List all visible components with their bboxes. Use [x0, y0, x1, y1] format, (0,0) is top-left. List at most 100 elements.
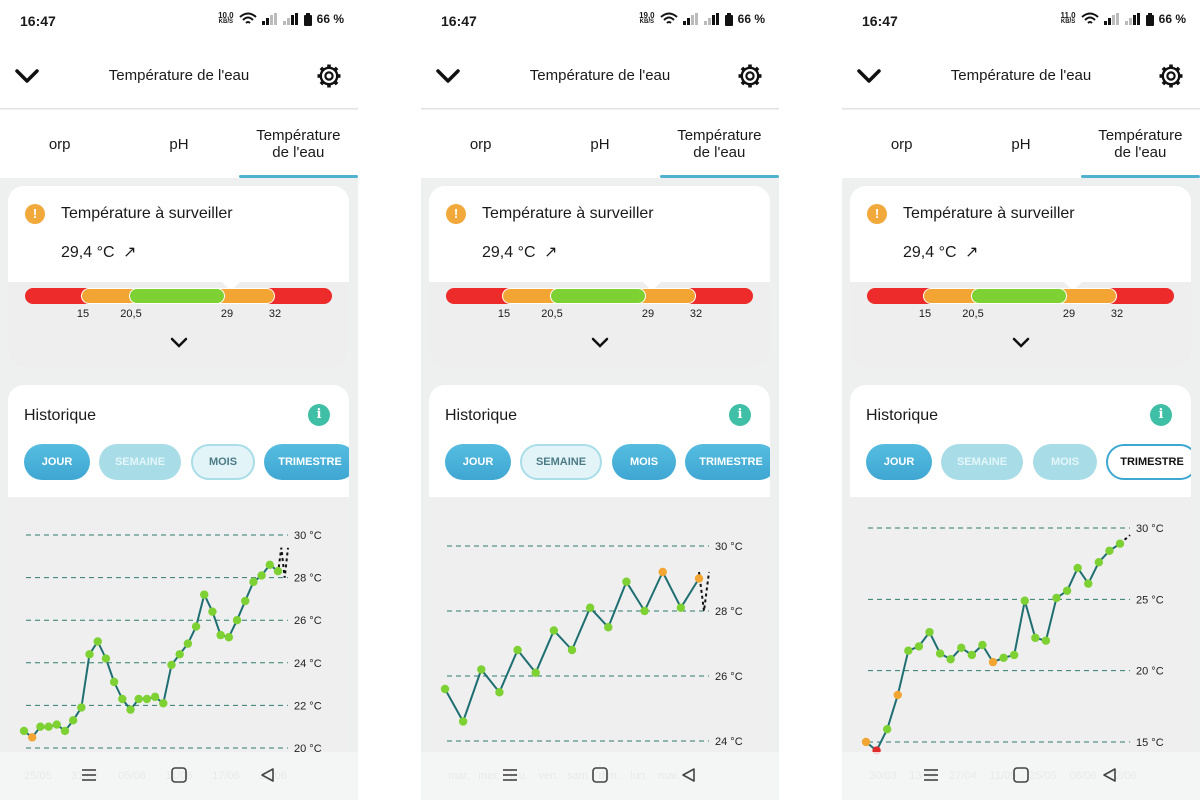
system-nav-bar	[842, 752, 1200, 800]
tab-orp[interactable]: orp	[890, 135, 913, 153]
gear-icon[interactable]	[1158, 63, 1184, 89]
y-tick-label: 24 °C	[715, 736, 743, 748]
period-day-button[interactable]: JOUR	[866, 444, 932, 480]
period-week-button[interactable]: SEMAINE	[941, 444, 1023, 480]
y-tick-label: 30 °C	[294, 530, 322, 542]
period-month-button[interactable]: MOIS	[191, 444, 255, 480]
tab-ph[interactable]: pH	[169, 135, 189, 153]
history-chart: 30 °C28 °C26 °C24 °C22 °C20 °C25/0531/05…	[8, 497, 349, 800]
data-point	[19, 726, 29, 736]
data-point	[101, 654, 111, 663]
period-day-button[interactable]: JOUR	[24, 444, 90, 480]
network-speed-unit: KB/S	[639, 19, 655, 25]
data-point	[676, 603, 686, 612]
range-label-max: 32	[268, 308, 282, 320]
expand-chevron-icon[interactable]	[1012, 336, 1030, 350]
home-icon[interactable]	[591, 767, 609, 783]
data-point	[208, 607, 217, 616]
back-icon[interactable]	[679, 767, 697, 783]
range-label-max: 32	[689, 308, 703, 320]
home-icon[interactable]	[1012, 767, 1030, 783]
status-icons: 10,0 KB/S 66 %	[218, 12, 344, 27]
info-icon[interactable]: i	[308, 404, 330, 426]
temperature-value: 29,4 °C	[903, 244, 957, 261]
info-icon[interactable]: i	[1150, 404, 1172, 426]
phone-screen-week: 16:47 19,0 KB/S 66 %	[421, 0, 779, 800]
tab-water-temperature[interactable]: Température de l'eau	[659, 110, 779, 178]
back-icon[interactable]	[258, 767, 276, 783]
range-bar	[25, 288, 332, 304]
wifi-icon	[238, 12, 257, 24]
home-icon[interactable]	[170, 767, 188, 783]
data-point	[44, 722, 53, 731]
data-point	[585, 603, 595, 612]
data-point	[150, 692, 160, 702]
data-point	[694, 574, 704, 583]
battery-icon	[303, 12, 312, 26]
period-month-button[interactable]: MOIS	[1033, 444, 1097, 480]
y-tick-label: 28 °C	[294, 573, 322, 585]
tab-water-temperature[interactable]: Température de l'eau	[1080, 110, 1200, 178]
status-bar: 16:47 19,0 KB/S 66 %	[421, 0, 779, 44]
tab-orp[interactable]: orp	[469, 135, 492, 153]
period-week-button[interactable]: SEMAINE	[520, 444, 602, 480]
history-card: Historique i JOUR SEMAINE MOIS TRIMESTRE…	[8, 385, 349, 800]
range-ideal-zone	[971, 288, 1067, 304]
tab-orp[interactable]: orp	[48, 135, 71, 153]
recents-icon[interactable]	[922, 767, 940, 783]
expand-chevron-icon[interactable]	[591, 336, 609, 350]
chevron-down-icon[interactable]	[435, 64, 461, 88]
data-point	[232, 616, 242, 625]
y-tick-label: 22 °C	[294, 700, 322, 712]
forecast-line	[698, 571, 710, 612]
warning-icon: !	[867, 204, 887, 224]
data-point	[77, 703, 86, 712]
data-point	[60, 726, 70, 736]
data-point	[224, 633, 234, 642]
data-point	[1115, 539, 1125, 548]
data-point	[988, 657, 998, 667]
chevron-down-icon[interactable]	[856, 64, 882, 88]
period-quarter-button[interactable]: TRIMESTRE	[685, 444, 770, 480]
period-week-button[interactable]: SEMAINE	[99, 444, 181, 480]
data-point	[604, 623, 613, 632]
range-ideal-zone	[550, 288, 646, 304]
gear-icon[interactable]	[737, 63, 763, 89]
expand-chevron-icon[interactable]	[170, 336, 188, 350]
info-icon[interactable]: i	[729, 404, 751, 426]
recents-icon[interactable]	[80, 767, 98, 783]
gear-icon[interactable]	[316, 63, 342, 89]
tab-ph[interactable]: pH	[1011, 135, 1031, 153]
data-point	[914, 642, 924, 651]
status-icons: 19,0 KB/S 66 %	[639, 12, 765, 27]
period-quarter-button[interactable]: TRIMESTRE	[1106, 444, 1191, 480]
data-point	[200, 590, 209, 599]
chevron-down-icon[interactable]	[14, 64, 40, 88]
value-pointer	[221, 281, 241, 291]
warning-icon: !	[446, 204, 466, 224]
status-summary: ! Température à surveiller 29,4 °C ↗	[850, 186, 1191, 282]
back-icon[interactable]	[1100, 767, 1118, 783]
data-point	[1041, 636, 1051, 645]
data-point	[27, 733, 37, 742]
data-point	[1073, 563, 1082, 573]
data-point	[999, 653, 1008, 663]
data-point	[1009, 650, 1019, 660]
temperature-value: 29,4 °C	[61, 244, 115, 261]
period-day-button[interactable]: JOUR	[445, 444, 511, 480]
signal-icon	[261, 13, 277, 25]
data-point	[946, 655, 955, 664]
data-point	[175, 650, 184, 659]
period-quarter-button[interactable]: TRIMESTRE	[264, 444, 349, 480]
trend-up-icon: ↗	[544, 244, 558, 261]
tab-ph[interactable]: pH	[590, 135, 610, 153]
y-tick-label: 15 °C	[1136, 737, 1164, 749]
data-point	[935, 649, 945, 658]
data-point	[1105, 546, 1114, 556]
tab-water-temperature[interactable]: Température de l'eau	[238, 110, 358, 178]
recents-icon[interactable]	[501, 767, 519, 783]
period-month-button[interactable]: MOIS	[612, 444, 676, 480]
value-pointer	[642, 281, 662, 291]
system-nav-bar	[421, 752, 779, 800]
